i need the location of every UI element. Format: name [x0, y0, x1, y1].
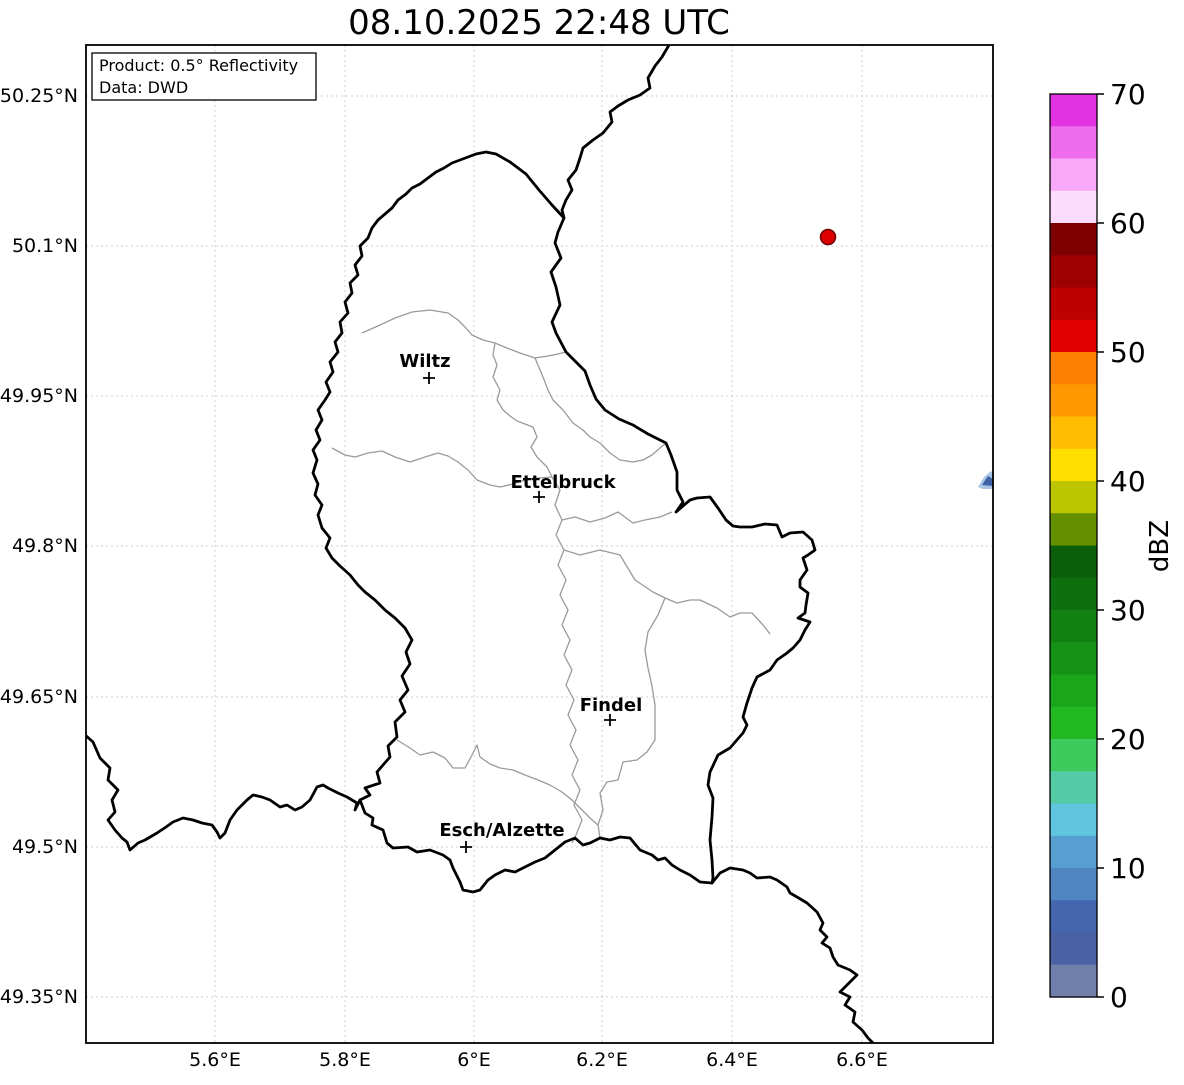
cb-tick-label: 60	[1110, 207, 1146, 240]
colorbar-band	[1050, 771, 1097, 805]
colorbar-band	[1050, 900, 1097, 934]
colorbar-outline	[1049, 93, 1098, 998]
colorbar-band	[1050, 674, 1097, 708]
colorbar-band	[1050, 319, 1097, 353]
map-gridlines	[86, 45, 993, 1043]
cb-tick-label: 0	[1110, 981, 1128, 1014]
y-axis-tick-labels: 50.25°N 50.1°N 49.95°N 49.8°N 49.65°N 49…	[0, 85, 78, 1008]
colorbar-ticks	[1097, 93, 1104, 998]
figure-title: 08.10.2025 22:48 UTC	[348, 3, 730, 43]
y-tick-label: 49.95°N	[0, 385, 78, 407]
france-belgium-border	[86, 733, 362, 852]
colorbar-band	[1050, 223, 1097, 256]
colorbar-band	[1050, 835, 1097, 869]
city-marker-ettelbruck	[533, 491, 545, 503]
x-tick-label: 6°E	[457, 1049, 491, 1071]
colorbar-band	[1050, 545, 1097, 579]
city-label-esch-alzette: Esch/Alzette	[439, 820, 564, 841]
colorbar-tick-labels: 70 60 50 40 30 20 10 0	[1110, 78, 1146, 1014]
belgium-germany-border	[560, 45, 671, 220]
canton-borders	[331, 309, 771, 844]
y-tick-label: 49.65°N	[0, 686, 78, 708]
colorbar-band	[1050, 706, 1097, 740]
radar-echo-layer	[819, 228, 993, 489]
colorbar-band	[1050, 803, 1097, 837]
colorbar-band	[1050, 94, 1097, 127]
colorbar-swatches	[1050, 94, 1097, 998]
colorbar-band	[1050, 448, 1097, 482]
y-tick-label: 50.25°N	[0, 85, 78, 107]
info-box-source: Data: DWD	[99, 78, 188, 97]
colorbar-band	[1050, 610, 1097, 643]
city-label-ettelbruck: Ettelbruck	[510, 472, 616, 493]
x-tick-label: 6.4°E	[706, 1049, 758, 1071]
colorbar-band	[1050, 287, 1097, 321]
colorbar-unit-label: dBZ	[1145, 520, 1175, 572]
colorbar-band	[1050, 739, 1097, 772]
y-tick-label: 49.8°N	[12, 535, 78, 557]
cb-tick-label: 40	[1110, 465, 1146, 498]
y-tick-label: 49.35°N	[0, 986, 78, 1008]
cb-tick-label: 20	[1110, 723, 1146, 756]
france-germany-border	[710, 866, 875, 1043]
luxembourg-country-border	[311, 150, 817, 894]
city-labels: Wiltz Ettelbruck Findel Esch/Alzette	[399, 351, 642, 853]
x-tick-label: 6.2°E	[576, 1049, 628, 1071]
colorbar-band	[1050, 158, 1097, 192]
city-marker-wiltz	[423, 372, 435, 384]
colorbar-band	[1050, 126, 1097, 160]
cb-tick-label: 70	[1110, 78, 1146, 111]
map-frame	[85, 44, 994, 1044]
cb-tick-label: 30	[1110, 594, 1146, 627]
national-borders	[86, 45, 875, 1043]
colorbar-band	[1050, 964, 1097, 998]
colorbar-band	[1050, 642, 1097, 676]
city-marker-esch-alzette	[460, 841, 472, 853]
colorbar-band	[1050, 190, 1097, 224]
city-marker-findel	[604, 714, 616, 726]
colorbar-band	[1050, 352, 1097, 385]
x-axis-tick-labels: 5.6°E 5.8°E 6°E 6.2°E 6.4°E 6.6°E	[189, 1049, 888, 1071]
y-tick-label: 49.5°N	[12, 836, 78, 858]
colorbar-band	[1050, 513, 1097, 547]
x-tick-label: 6.6°E	[836, 1049, 888, 1071]
x-tick-label: 5.8°E	[319, 1049, 371, 1071]
colorbar-band	[1050, 255, 1097, 289]
colorbar-band	[1050, 868, 1097, 901]
colorbar: 70 60 50 40 30 20 10 0 dBZ	[1049, 78, 1175, 1014]
radar-echo-strong-cell	[819, 228, 837, 246]
y-tick-label: 50.1°N	[12, 235, 78, 257]
city-label-wiltz: Wiltz	[399, 351, 450, 372]
colorbar-band	[1050, 416, 1097, 450]
info-box: Product: 0.5° Reflectivity Data: DWD	[91, 52, 317, 101]
colorbar-band	[1050, 577, 1097, 611]
x-tick-label: 5.6°E	[189, 1049, 241, 1071]
colorbar-band	[1050, 384, 1097, 418]
colorbar-band	[1050, 481, 1097, 514]
cb-tick-label: 10	[1110, 852, 1146, 885]
radar-echo-weak-cell-core	[982, 476, 993, 486]
city-label-findel: Findel	[580, 695, 643, 716]
colorbar-band	[1050, 932, 1097, 966]
cb-tick-label: 50	[1110, 336, 1146, 369]
info-box-product: Product: 0.5° Reflectivity	[99, 56, 298, 75]
